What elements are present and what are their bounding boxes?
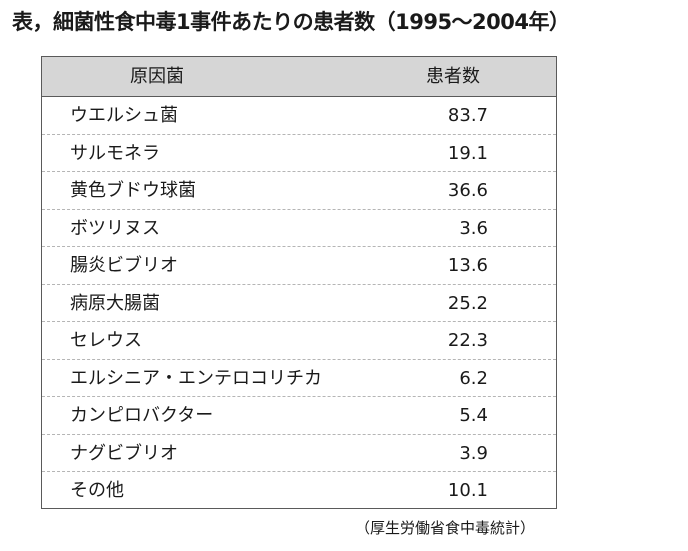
table-row: カンピロバクター 5.4 <box>42 397 556 435</box>
table-row: エルシニア・エンテロコリチカ 6.2 <box>42 360 556 397</box>
table-row: 病原大腸菌 25.2 <box>42 285 556 322</box>
header-count: 患者数 <box>426 66 480 87</box>
row-count: 10.1 <box>447 480 488 501</box>
table-row: ナグビブリオ 3.9 <box>42 435 556 472</box>
table-row: セレウス 22.3 <box>42 322 556 360</box>
table-header: 原因菌 患者数 <box>42 57 556 97</box>
row-count: 5.4 <box>459 405 488 426</box>
row-count: 19.1 <box>447 142 488 164</box>
row-cause: ウエルシュ菌 <box>70 105 178 126</box>
source-note: （厚生労働省食中毒統計） <box>355 519 536 537</box>
row-cause: ボツリヌス <box>70 217 160 239</box>
table-row: 黄色ブドウ球菌 36.6 <box>42 172 556 210</box>
table-row: サルモネラ 19.1 <box>42 135 556 172</box>
table-row: 腸炎ビブリオ 13.6 <box>42 247 556 285</box>
row-count: 83.7 <box>447 105 488 126</box>
row-cause: 黄色ブドウ球菌 <box>70 180 196 201</box>
row-cause: その他 <box>70 480 124 501</box>
row-cause: サルモネラ <box>70 142 160 164</box>
row-count: 25.2 <box>447 292 488 314</box>
row-count: 6.2 <box>459 367 488 389</box>
table-row: その他 10.1 <box>42 472 556 510</box>
row-count: 13.6 <box>447 255 488 276</box>
row-count: 22.3 <box>447 330 488 351</box>
table-row: ウエルシュ菌 83.7 <box>42 97 556 135</box>
row-count: 3.6 <box>459 217 488 239</box>
table-title: 表，細菌性食中毒1事件あたりの患者数（1995〜2004年） <box>12 10 570 34</box>
row-cause: カンピロバクター <box>70 405 214 426</box>
table-row: ボツリヌス 3.6 <box>42 210 556 247</box>
table-body: ウエルシュ菌 83.7 サルモネラ 19.1 黄色ブドウ球菌 36.6 ボツリヌ… <box>42 97 556 510</box>
header-cause: 原因菌 <box>130 66 184 87</box>
row-cause: 腸炎ビブリオ <box>70 255 178 276</box>
row-count: 3.9 <box>459 442 488 464</box>
row-cause: セレウス <box>70 330 142 351</box>
row-cause: ナグビブリオ <box>70 442 178 464</box>
row-cause: エルシニア・エンテロコリチカ <box>70 367 322 389</box>
row-cause: 病原大腸菌 <box>70 292 160 314</box>
data-table: 原因菌 患者数 ウエルシュ菌 83.7 サルモネラ 19.1 黄色ブドウ球菌 3… <box>41 56 557 509</box>
row-count: 36.6 <box>447 180 488 201</box>
